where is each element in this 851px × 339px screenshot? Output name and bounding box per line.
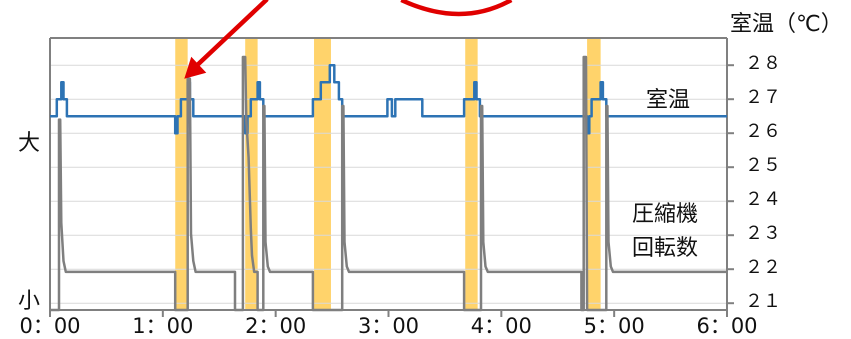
series-label-room-temp: 室温 [646, 88, 691, 113]
highlight-bands [175, 38, 601, 310]
series-line-0 [50, 63, 727, 135]
y-tick-label: ２３ [745, 223, 781, 245]
x-tick-label: 2：00 [245, 314, 307, 338]
y-tick-label: ２５ [745, 155, 781, 177]
highlight-band-3 [465, 38, 478, 310]
x-tick-label: 4：00 [470, 314, 532, 338]
y-tick-label: ２６ [745, 121, 781, 143]
series-label-compressor-line2: 回転数 [632, 236, 699, 261]
x-tick-label: 1：00 [132, 314, 194, 338]
right-axis-title: 室温（℃） [730, 12, 843, 37]
y-tick-label: ２８ [745, 53, 781, 75]
series-line-1 [50, 55, 727, 312]
x-tick-label: 3：00 [357, 314, 420, 338]
annotation-arrow-shaft [190, 0, 269, 73]
y-tick-label: ２４ [745, 189, 781, 211]
x-tick-label: 6：00 [696, 314, 758, 338]
x-tick-label: 5：00 [583, 314, 645, 338]
highlight-band-1 [245, 38, 258, 310]
left-axis-bottom-label: 小 [18, 289, 41, 314]
x-tick-label: 0：00 [19, 314, 81, 338]
annotation-arrow-head [184, 56, 207, 79]
series-lines [50, 55, 727, 312]
series-label-compressor-line1: 圧縮機 [632, 202, 699, 227]
y-tick-label: ２１ [745, 291, 781, 313]
highlight-band-0 [175, 38, 188, 310]
plot-frame [49, 37, 734, 317]
highlight-band-2 [314, 38, 331, 310]
annotation-ellipse-edge [400, 0, 513, 17]
y-tick-label: ２２ [745, 257, 781, 279]
y-tick-label: ２７ [745, 87, 781, 109]
left-axis-top-label: 大 [18, 131, 41, 156]
annotations [184, 0, 513, 79]
